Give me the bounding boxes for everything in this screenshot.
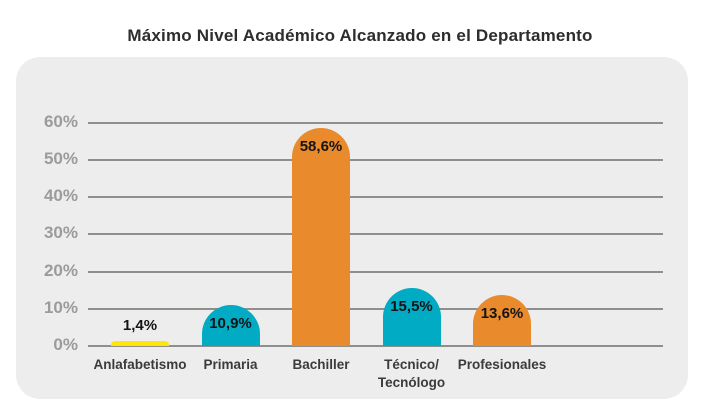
bar-value-label: 15,5% [390, 298, 433, 315]
bar-profesionales [473, 295, 531, 346]
bar-primaria [201, 305, 260, 346]
x-category-label: Técnico/ Tecnólogo [377, 357, 446, 390]
x-category-label: Bachiller [292, 357, 350, 372]
bar-value-label: 13,6% [480, 305, 524, 322]
gridline-60 [88, 121, 663, 124]
y-tick-label: 10% [43, 297, 78, 317]
y-tick-label: 30% [43, 223, 78, 243]
y-tick-label: 0% [53, 335, 78, 354]
chart-panel: 0% 10% 20% 30% 40% 50% 60% 1,4% Anlafabetismo 10,… [16, 57, 688, 399]
y-tick-label: 50% [43, 149, 78, 169]
x-category-label: Anlafabetismo [93, 357, 187, 372]
y-tick-label: 20% [43, 260, 78, 280]
gridline-20 [88, 270, 663, 273]
gridline-10 [88, 307, 663, 310]
x-category-label: Primaria [203, 357, 258, 372]
gridline-30 [88, 233, 663, 236]
chart-title: Máximo Nivel Académico Alcanzado en el D… [127, 26, 593, 45]
gridline-0 [88, 345, 663, 347]
bar-value-label: 1,4% [122, 317, 158, 334]
bar-value-label: 10,9% [209, 315, 252, 332]
bar-anlafabetismo [111, 341, 169, 346]
plot-area: 0% 10% 20% 30% 40% 50% 60% 1,4% Anlafabetismo 10,… [16, 57, 688, 399]
gridline-50 [88, 159, 663, 162]
bar-t-cnico-tecn-logo [382, 288, 441, 346]
x-category-label: Profesionales [457, 357, 547, 372]
bar-bachiller [292, 128, 350, 346]
bar-value-label: 58,6% [299, 138, 343, 155]
y-tick-label: 40% [43, 186, 78, 206]
gridline-40 [88, 196, 663, 199]
y-tick-label: 60% [43, 111, 78, 131]
